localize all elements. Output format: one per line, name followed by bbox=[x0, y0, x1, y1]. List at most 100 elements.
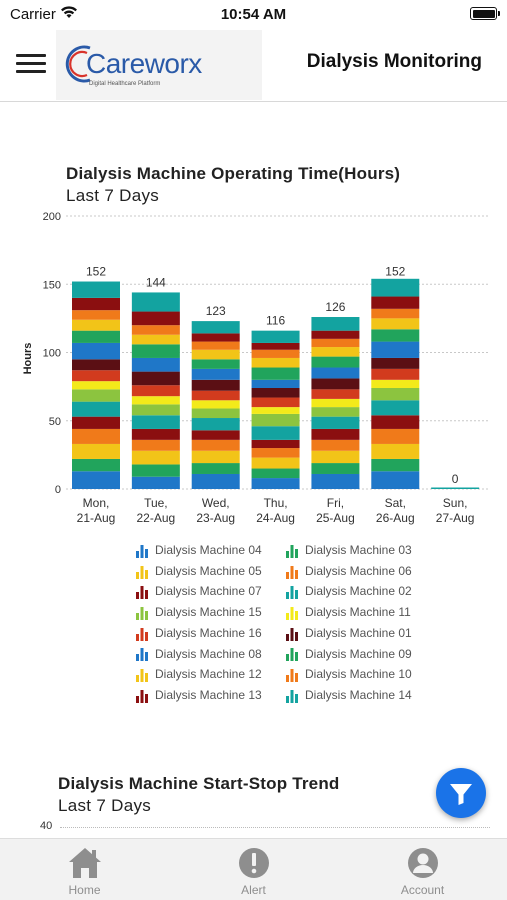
home-icon bbox=[69, 848, 101, 878]
bar-segment bbox=[191, 390, 240, 401]
legend-item[interactable]: Dialysis Machine 11 bbox=[285, 604, 411, 620]
bar-segment bbox=[72, 370, 120, 382]
legend-item[interactable]: Dialysis Machine 08 bbox=[135, 646, 262, 662]
bar-segment bbox=[311, 347, 360, 357]
legend-item[interactable]: Dialysis Machine 04 bbox=[135, 542, 262, 558]
legend-item[interactable]: Dialysis Machine 06 bbox=[285, 563, 412, 579]
bar-segment bbox=[251, 407, 300, 414]
legend-item[interactable]: Dialysis Machine 16 bbox=[135, 625, 262, 641]
bar-segment bbox=[311, 389, 360, 399]
legend-item[interactable]: Dialysis Machine 01 bbox=[285, 625, 412, 641]
bar-segment bbox=[251, 342, 300, 350]
bar-segment bbox=[311, 416, 360, 429]
legend-item[interactable]: Dialysis Machine 05 bbox=[135, 563, 262, 579]
filter-button[interactable] bbox=[436, 768, 486, 818]
bar-segment bbox=[191, 408, 240, 419]
bar-segment bbox=[191, 463, 240, 474]
bar-segment bbox=[191, 400, 240, 409]
bar-segment bbox=[311, 317, 360, 331]
legend-label: Dialysis Machine 16 bbox=[155, 625, 262, 640]
y-tick-label: 0 bbox=[55, 484, 61, 496]
bar-segment bbox=[72, 297, 120, 311]
y-tick-label: 50 bbox=[49, 416, 61, 428]
legend-item[interactable]: Dialysis Machine 15 bbox=[135, 604, 262, 620]
bar-segment bbox=[251, 367, 300, 380]
bar-segment bbox=[131, 439, 180, 451]
bar-segment bbox=[371, 296, 420, 309]
filter-icon bbox=[450, 784, 472, 805]
bar-segment bbox=[131, 357, 180, 372]
x-tick-label: 21-Aug bbox=[77, 511, 116, 525]
bar-segment bbox=[371, 415, 420, 429]
tab-home[interactable]: Home bbox=[0, 839, 169, 900]
legend-swatch-icon bbox=[136, 648, 148, 662]
trend-title: Dialysis Machine Start-Stop Trend bbox=[58, 774, 340, 793]
legend-swatch-icon bbox=[286, 669, 298, 683]
legend-swatch-icon bbox=[136, 565, 148, 579]
x-tick-label: 25-Aug bbox=[316, 511, 355, 525]
chart-subtitle: Last 7 Days bbox=[66, 186, 160, 205]
bar-segment bbox=[311, 463, 360, 474]
bar-segment bbox=[191, 359, 240, 369]
bar-segment bbox=[131, 325, 180, 335]
legend-swatch-icon bbox=[136, 627, 148, 641]
bar-segment bbox=[131, 292, 180, 312]
bar-segment bbox=[72, 281, 120, 298]
bar-segment bbox=[251, 413, 300, 427]
logo-text: Careworx bbox=[86, 48, 202, 79]
legend-label: Dialysis Machine 02 bbox=[305, 584, 412, 599]
legend-swatch-icon bbox=[286, 606, 298, 620]
bar-segment bbox=[311, 330, 360, 339]
bar-total-label: 0 bbox=[452, 472, 459, 486]
bar-segment bbox=[371, 278, 420, 297]
bar-segment bbox=[72, 428, 120, 444]
carrier-label: Carrier bbox=[10, 6, 56, 23]
legend-item[interactable]: Dialysis Machine 02 bbox=[285, 583, 412, 600]
bar-segment bbox=[371, 400, 420, 416]
bar-segment bbox=[311, 398, 360, 408]
legend-item[interactable]: Dialysis Machine 03 bbox=[285, 542, 412, 558]
bar-segment bbox=[371, 368, 420, 380]
menu-icon[interactable] bbox=[16, 54, 46, 76]
bar-segment bbox=[131, 371, 180, 386]
bar-segment bbox=[251, 478, 300, 489]
legend-label: Dialysis Machine 01 bbox=[305, 625, 412, 640]
bar-segment bbox=[191, 333, 240, 342]
bar-total-label: 152 bbox=[86, 265, 106, 279]
legend-item[interactable]: Dialysis Machine 12 bbox=[135, 666, 262, 683]
legend-item[interactable]: Dialysis Machine 14 bbox=[285, 687, 412, 703]
legend-swatch-icon bbox=[286, 565, 298, 579]
bar-segment bbox=[371, 428, 420, 444]
bar-total-label: 116 bbox=[266, 314, 285, 328]
bar-segment bbox=[191, 418, 240, 431]
app-header: Careworx Digital Healthcare Platform Dia… bbox=[0, 30, 507, 102]
legend-item[interactable]: Dialysis Machine 09 bbox=[285, 646, 412, 662]
y-tick-label: 200 bbox=[43, 211, 61, 223]
bar-segment bbox=[311, 356, 360, 368]
bar-segment bbox=[72, 443, 120, 459]
bar-segment bbox=[72, 310, 120, 320]
bar-segment bbox=[191, 368, 240, 380]
tab-account-label: Account bbox=[400, 883, 445, 897]
legend-item[interactable]: Dialysis Machine 10 bbox=[285, 666, 412, 683]
tab-home-label: Home bbox=[68, 883, 101, 897]
tab-alert[interactable]: Alert bbox=[169, 839, 338, 900]
bar-segment bbox=[72, 319, 120, 331]
bar-segment bbox=[371, 341, 420, 358]
bar-segment bbox=[251, 468, 300, 479]
bar-segment bbox=[311, 439, 360, 451]
legend-label: Dialysis Machine 03 bbox=[305, 543, 412, 557]
legend-item[interactable]: Dialysis Machine 13 bbox=[135, 687, 262, 703]
logo-mark-icon bbox=[65, 45, 91, 83]
x-tick-label: Thu, bbox=[264, 496, 288, 510]
bar-segment bbox=[251, 448, 300, 458]
x-tick-label: Mon, bbox=[83, 496, 110, 510]
legend-item[interactable]: Dialysis Machine 07 bbox=[135, 583, 262, 600]
x-tick-label: Wed, bbox=[202, 496, 230, 510]
legend-swatch-icon bbox=[286, 586, 298, 600]
trend-axis-tick: 40 bbox=[40, 820, 53, 832]
legend-label: Dialysis Machine 04 bbox=[155, 543, 262, 557]
bar-segment bbox=[251, 379, 300, 388]
tab-account[interactable]: Account bbox=[338, 839, 507, 900]
chart-title: Dialysis Machine Operating Time(Hours) bbox=[66, 164, 401, 183]
